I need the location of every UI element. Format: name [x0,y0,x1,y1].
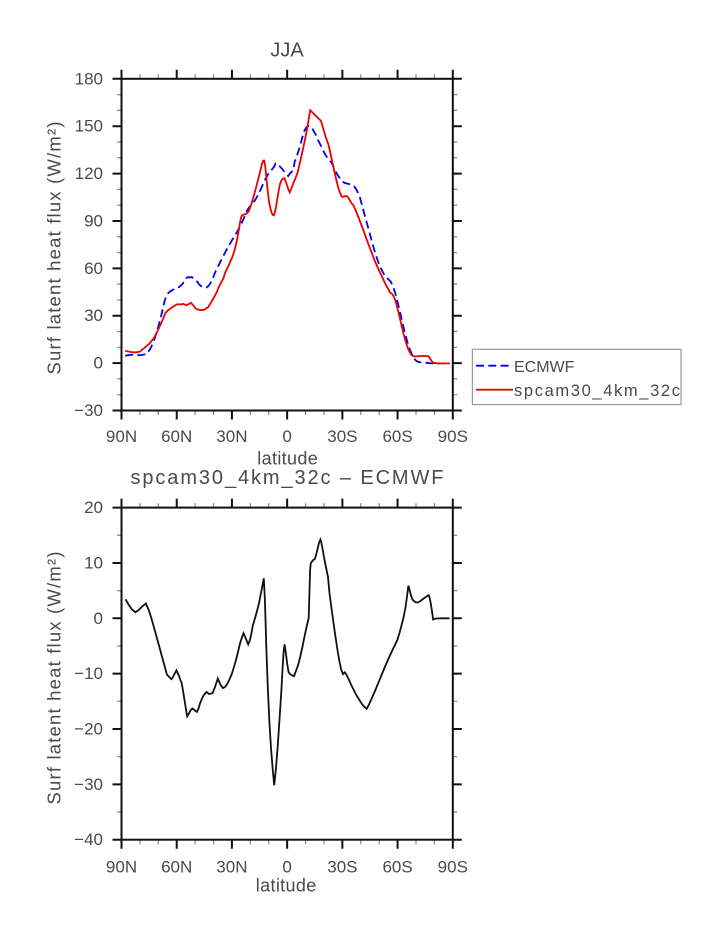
svg-text:120: 120 [75,164,103,183]
svg-text:Surf latent heat flux (W/m²): Surf latent heat flux (W/m²) [44,552,65,805]
svg-text:−30: −30 [74,775,103,794]
svg-text:JJA: JJA [270,40,304,62]
svg-text:90S: 90S [438,858,468,877]
svg-text:30N: 30N [216,427,247,446]
svg-text:60N: 60N [161,427,192,446]
svg-text:90N: 90N [106,858,137,877]
svg-text:30S: 30S [327,427,357,446]
svg-text:60S: 60S [382,858,412,877]
svg-text:60: 60 [84,259,103,278]
svg-text:spcam30_4km_32c – ECMWF: spcam30_4km_32c – ECMWF [131,467,444,489]
svg-text:−30: −30 [74,401,103,420]
svg-text:60N: 60N [161,858,192,877]
svg-text:−40: −40 [74,830,103,849]
svg-text:30: 30 [84,306,103,325]
svg-text:0: 0 [282,858,291,877]
svg-text:latitude: latitude [257,449,318,469]
svg-text:10: 10 [84,554,103,573]
svg-text:Surf latent heat flux (W/m²): Surf latent heat flux (W/m²) [44,122,65,375]
svg-text:latitude: latitude [256,875,317,895]
svg-text:ECMWF: ECMWF [514,359,575,376]
svg-text:180: 180 [75,69,103,88]
svg-text:30S: 30S [327,858,357,877]
svg-text:0: 0 [282,427,291,446]
svg-text:spcam30_4km_32c: spcam30_4km_32c [514,382,680,400]
svg-text:20: 20 [84,498,103,517]
svg-text:0: 0 [94,354,103,373]
svg-text:−20: −20 [74,720,103,739]
svg-text:150: 150 [75,117,103,136]
svg-text:90: 90 [84,212,103,231]
svg-text:30N: 30N [216,858,247,877]
svg-text:0: 0 [94,609,103,628]
svg-text:60S: 60S [382,427,412,446]
svg-text:90N: 90N [106,427,137,446]
svg-text:90S: 90S [438,427,468,446]
svg-text:−10: −10 [74,664,103,683]
